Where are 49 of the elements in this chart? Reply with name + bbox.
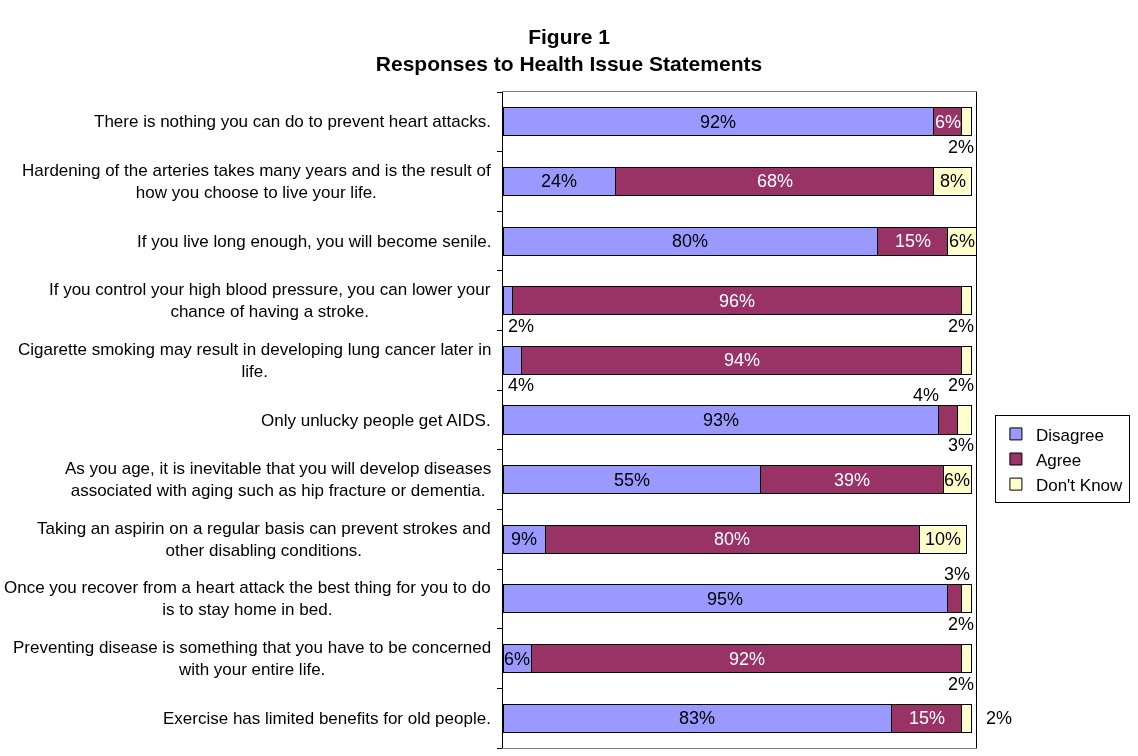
data-label: 24%: [541, 171, 578, 191]
data-label: 2%: [948, 674, 975, 694]
data-label: 15%: [895, 231, 932, 251]
chart-title: Figure 1: [528, 25, 611, 48]
data-label: 83%: [679, 708, 716, 728]
data-label: 4%: [508, 375, 535, 395]
data-label: 93%: [703, 410, 740, 430]
data-label: 8%: [940, 171, 967, 191]
chart-subtitle: Responses to Health Issue Statements: [375, 52, 763, 76]
y-tick-label: If you live long enough, you will become senile.: [137, 232, 492, 251]
legend-label: Disagree: [1035, 425, 1104, 445]
data-label: 2%: [948, 316, 975, 336]
y-tick-label: Cigarette smoking may result in developing lung cancer later in life.: [18, 340, 492, 382]
data-label: 92%: [729, 649, 766, 669]
y-tick-label: Exercise has limited benefits for old people.: [163, 709, 491, 728]
data-label: 9%: [511, 529, 538, 549]
data-label: 68%: [757, 171, 794, 191]
data-label: 6%: [949, 231, 976, 251]
data-label: 95%: [707, 589, 744, 609]
data-label: 2%: [948, 137, 975, 157]
legend-label: Don't Know: [1035, 475, 1124, 495]
y-tick-label: Preventing disease is something that you have to be concerned with your entire life.: [13, 638, 492, 680]
data-label: 6%: [504, 649, 531, 669]
data-label: 80%: [672, 231, 709, 251]
y-tick-label: If you control your high blood pressure, you can lower your chance of having a stroke.: [49, 280, 491, 322]
y-tick-label: Taking an aspirin on a regular basis can prevent strokes and other disabling conditions.: [37, 519, 491, 561]
legend-label: Agree: [1035, 450, 1082, 470]
y-tick-label: Once you recover from a heart attack the best thing for you to do is to stay home in bed.: [4, 578, 491, 620]
y-tick-label: Hardening of the arteries takes many years and is the result of how you choose to live your life.: [22, 161, 491, 203]
data-label: 6%: [935, 112, 962, 132]
y-tick-label: As you age, it is inevitable that you will develop diseases associated with aging such as hip fracture or dementia.: [65, 459, 492, 501]
y-tick-label: There is nothing you can do to prevent heart attacks.: [94, 112, 491, 131]
data-label: 39%: [834, 470, 871, 490]
data-label: 55%: [614, 470, 651, 490]
data-label: 10%: [925, 529, 962, 549]
data-label: 3%: [948, 435, 975, 455]
data-label: 80%: [714, 529, 751, 549]
data-label: 6%: [944, 470, 971, 490]
data-label: 4%: [913, 385, 940, 405]
data-label: 2%: [948, 375, 975, 395]
data-label: 2%: [986, 708, 1013, 728]
y-tick-label: Only unlucky people get AIDS.: [261, 411, 491, 430]
data-label: 3%: [944, 564, 971, 584]
data-label: 15%: [909, 708, 946, 728]
data-label: 96%: [719, 291, 756, 311]
data-label: 2%: [508, 316, 535, 336]
data-label: 92%: [700, 112, 737, 132]
data-label: 2%: [948, 614, 975, 634]
data-label: 94%: [724, 350, 761, 370]
